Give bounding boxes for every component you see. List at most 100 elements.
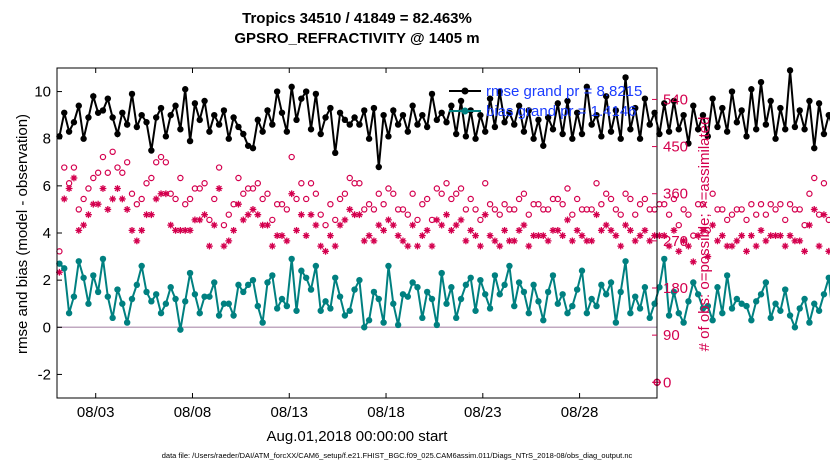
obs-possible-point [269,216,276,224]
obs-possible-point [99,153,107,161]
obs-assimilated-point [738,232,746,240]
obs-assimilated-point [481,211,489,219]
bias-point [428,295,436,303]
obs-possible-point [462,206,470,213]
legend-marker-bias [461,107,469,115]
obs-possible-point [162,159,170,166]
bias-point [535,298,542,305]
obs-possible-point [302,195,310,203]
rmse-point [90,93,97,100]
obs-possible-point [699,200,707,208]
obs-assimilated-point [651,232,658,240]
obs-assimilated-point [331,242,339,250]
rmse-point [496,88,503,95]
bias-point [569,302,576,310]
obs-assimilated-point [302,232,310,240]
obs-assimilated-point [138,226,146,234]
rmse-point [336,109,344,116]
bias-point [438,269,445,277]
rmse-point [462,133,470,140]
bias-point [525,309,532,317]
obs-possible-point [119,169,126,176]
obs-possible-point [133,200,141,208]
obs-assimilated-point [801,247,808,255]
obs-possible-point [670,195,678,203]
y-tick-label-right: 360 [663,186,688,203]
rmse-point [588,121,595,128]
obs-possible-point [496,211,503,218]
obs-assimilated-point [143,211,150,219]
bias-point [61,265,68,272]
rmse-point [361,107,368,114]
x-tick-label: 08/28 [561,404,599,421]
obs-assimilated-point [733,237,741,245]
bias-point [75,258,82,265]
bias-point [694,291,702,298]
rmse-point [225,135,232,142]
rmse-point [506,109,513,116]
bias-point [564,309,571,317]
obs-assimilated-point [394,232,402,240]
obs-assimilated-point [559,232,567,240]
bias-point [811,300,818,307]
rmse-point [743,133,750,140]
rmse-point [254,116,262,124]
bias-point [791,324,799,331]
bias-point [283,302,291,310]
rmse-point [99,107,107,114]
bias-point [172,295,179,303]
obs-possible-point [423,195,431,203]
obs-possible-point [482,180,489,187]
bias-point [404,293,412,300]
data-file-footer: data file: /Users/raeder/DAI/ATM_forcXX/… [162,451,633,460]
bias-point [685,298,692,305]
obs-possible-point [211,195,218,203]
obs-possible-point [278,200,286,208]
obs-possible-point [607,195,615,203]
bias-point [123,319,131,326]
rmse-point [820,130,828,138]
rmse-point [709,95,716,102]
rmse-point [554,100,562,107]
bias-point [554,300,562,307]
rmse-point [414,121,421,128]
bias-point [423,288,431,296]
bias-point [670,288,678,296]
rmse-point [656,130,663,138]
obs-possible-point [486,200,494,208]
obs-possible-point [544,206,552,213]
obs-assimilated-point [249,206,257,213]
bias-point [501,281,508,289]
rmse-point [65,128,73,135]
obs-possible-point [767,200,774,208]
bias-point [201,293,208,300]
rmse-point [622,74,629,81]
obs-assimilated-point [578,232,586,240]
obs-possible-point [491,206,499,213]
obs-assimilated-point [375,221,383,229]
obs-assimilated-point [806,221,813,229]
bias-point [738,300,745,307]
obs-possible-point [254,180,262,187]
obs-possible-point [588,206,595,213]
obs-assimilated-point [167,221,175,229]
obs-assimilated-point [656,232,663,240]
obs-assimilated-point [515,226,523,234]
rmse-point [244,142,252,149]
bias-point [506,262,513,270]
obs-assimilated-point [428,242,436,250]
obs-assimilated-point [109,195,117,203]
bias-point [138,262,145,270]
obs-assimilated-point [104,206,112,213]
obs-possible-point [128,190,136,197]
obs-assimilated-point [723,242,731,250]
obs-assimilated-point [452,221,460,229]
rmse-point [748,86,755,93]
rmse-point [240,130,247,138]
obs-possible-point [225,211,232,218]
chart-title-line1: Tropics 34510 / 41849 = 82.463% [242,10,472,27]
rmse-point [123,121,131,128]
rmse-point [636,135,644,142]
bias-point [249,276,257,284]
rmse-point [438,109,445,116]
